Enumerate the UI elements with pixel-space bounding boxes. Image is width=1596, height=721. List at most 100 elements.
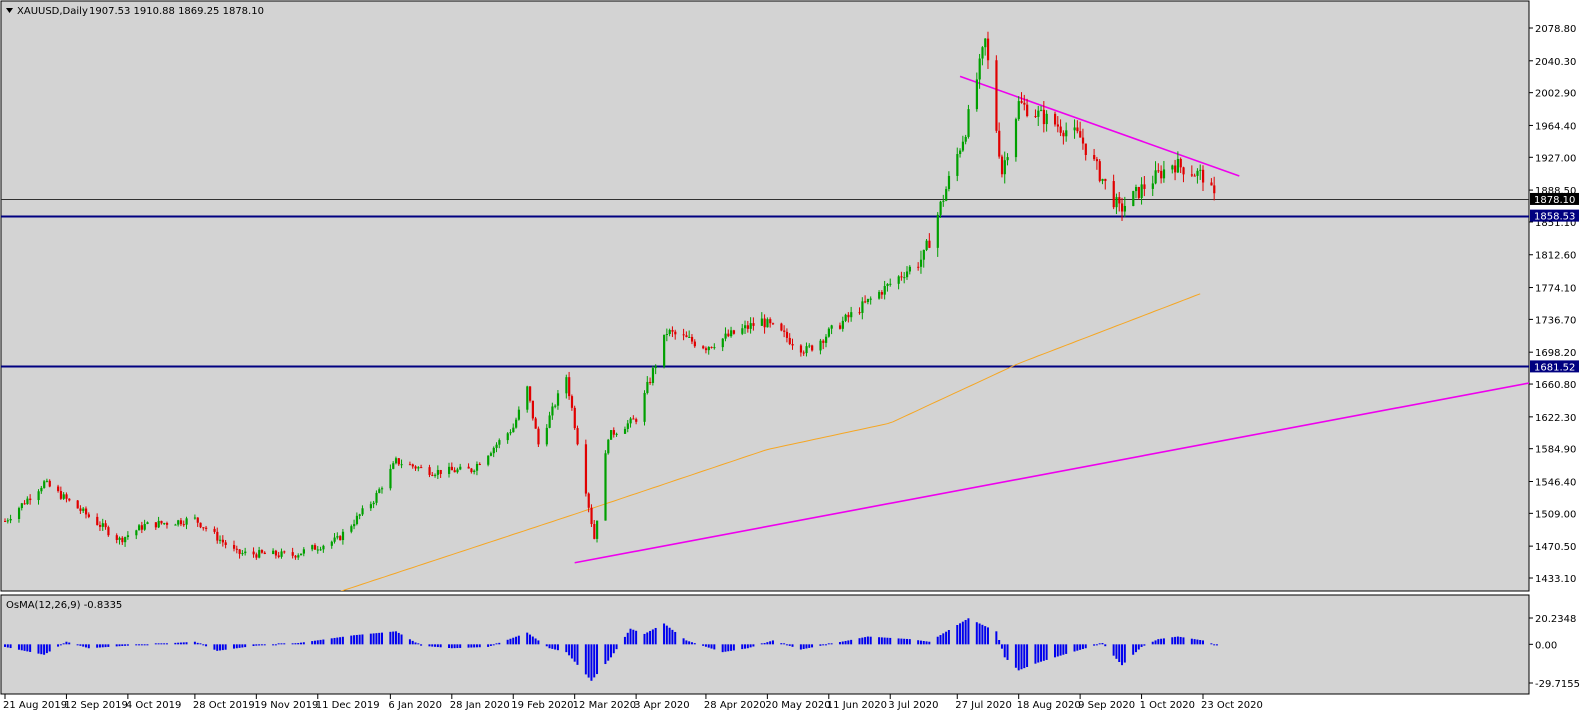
bull-candle	[819, 338, 822, 355]
bull-candle	[548, 411, 551, 429]
bull-candle	[353, 519, 356, 530]
candle-body	[1000, 156, 1004, 175]
bear-candle	[408, 461, 412, 466]
bear-candle	[48, 479, 51, 488]
candle-body	[1176, 158, 1180, 173]
price-tick-label: 1964.40	[1535, 121, 1576, 132]
candle-body	[420, 467, 423, 469]
price-tick-label: 1851.10	[1535, 218, 1576, 229]
trendlines[interactable]	[574, 75, 1529, 564]
candle-body	[573, 407, 576, 429]
ma-line[interactable]	[5, 293, 1201, 658]
bear-candle	[573, 405, 576, 430]
bear-candle	[238, 549, 241, 559]
candle-body	[241, 553, 244, 555]
candle-body	[235, 548, 238, 550]
candle-body	[358, 514, 361, 516]
bull-candle	[869, 296, 872, 305]
bull-candle	[157, 516, 160, 529]
candle-body	[118, 537, 121, 540]
candle-body	[76, 500, 79, 509]
candle-body	[587, 493, 590, 508]
candle-body	[671, 330, 674, 332]
bull-candle	[135, 529, 138, 540]
candle-body	[272, 550, 275, 555]
bear-candle	[1160, 165, 1163, 184]
trendline[interactable]	[959, 75, 1240, 177]
bear-candle	[649, 377, 652, 385]
candle-body	[651, 368, 655, 383]
bear-candle	[690, 334, 694, 345]
bull-candle	[489, 451, 493, 457]
candle-body	[98, 524, 102, 527]
bear-candle	[182, 520, 185, 527]
bull-candle	[138, 523, 141, 531]
candlesticks[interactable]	[4, 31, 1216, 560]
date-tick-label: 4 Oct 2019	[126, 700, 181, 711]
bull-candle	[512, 423, 515, 433]
candle-body	[554, 405, 557, 407]
trendline[interactable]	[574, 382, 1529, 564]
bull-candle	[375, 490, 378, 506]
moving-average[interactable]	[5, 293, 1201, 658]
horizontal-lines[interactable]	[1, 199, 1529, 368]
bear-candle	[1093, 148, 1096, 161]
bull-candle	[219, 535, 222, 544]
bear-candle	[847, 312, 850, 323]
bear-candle	[76, 500, 79, 509]
candle-body	[825, 336, 828, 343]
bear-candle	[87, 512, 90, 519]
oscillator-panel[interactable]	[0, 594, 1530, 695]
candle-body	[609, 430, 613, 440]
symbol-dropdown-icon[interactable]	[6, 8, 13, 13]
bull-candle	[866, 298, 870, 305]
bear-candle	[252, 547, 255, 558]
bull-candle	[626, 420, 629, 433]
bull-candle	[1017, 96, 1020, 121]
bull-candle	[883, 280, 886, 300]
candle-body	[1140, 184, 1143, 198]
bull-candle	[850, 306, 853, 322]
candle-body	[1006, 157, 1009, 161]
candle-body	[702, 346, 705, 349]
bull-candle	[380, 486, 384, 494]
candle-body	[492, 447, 495, 454]
candle-body	[428, 467, 431, 475]
candle-body	[908, 266, 911, 272]
candle-body	[746, 325, 750, 329]
candle-body	[414, 466, 417, 469]
bull-candle	[389, 464, 392, 491]
candle-body	[160, 520, 163, 524]
bear-candle	[1179, 157, 1182, 174]
candle-body	[177, 520, 180, 525]
bear-candle	[531, 400, 534, 421]
candle-body	[202, 527, 205, 529]
price-tick-label: 1812.60	[1535, 251, 1576, 262]
main-panel[interactable]	[0, 0, 1530, 592]
bull-candle	[596, 520, 599, 543]
bull-candle	[341, 528, 345, 545]
bear-candle	[1157, 163, 1160, 173]
bull-candle	[615, 432, 618, 437]
candle-body	[861, 301, 864, 313]
candle-body	[584, 444, 588, 494]
candle-body	[459, 466, 462, 470]
bear-candle	[1023, 94, 1026, 111]
bull-candle	[241, 549, 244, 556]
bull-candle	[878, 290, 881, 300]
candle-body	[411, 464, 414, 467]
bear-candle	[221, 535, 225, 547]
candle-body	[300, 553, 303, 556]
bull-candle	[1140, 177, 1143, 205]
candle-body	[819, 340, 822, 351]
candle-body	[607, 439, 610, 454]
bear-candle	[165, 521, 169, 529]
candle-body	[434, 474, 437, 476]
date-tick-label: 28 Jan 2020	[450, 700, 510, 711]
price-tick-label: 1622.30	[1535, 413, 1576, 424]
price-tick-label: 1774.10	[1535, 284, 1576, 295]
candle-body	[858, 312, 861, 314]
candle-body	[1182, 167, 1185, 175]
